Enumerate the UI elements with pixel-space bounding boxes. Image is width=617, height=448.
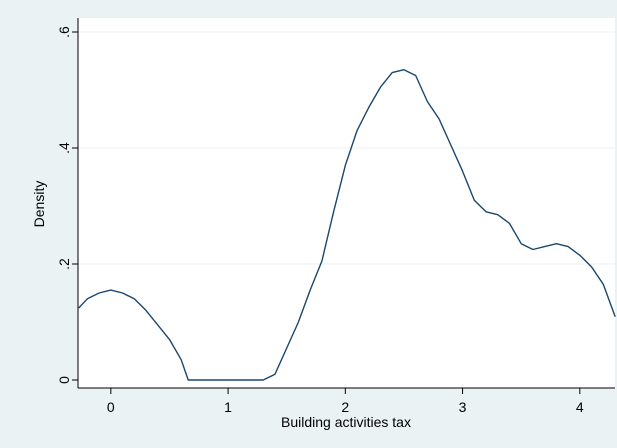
x-tick-label: 0 [107, 399, 115, 415]
y-tick-label: .2 [56, 258, 72, 270]
y-axis-title: Density [31, 181, 47, 228]
x-axis-title: Building activities tax [281, 414, 411, 430]
y-tick-label: .6 [56, 26, 72, 38]
grid-lines [78, 31, 615, 265]
x-tick-label: 3 [459, 399, 467, 415]
x-tick-label: 1 [224, 399, 232, 415]
series-layer [78, 69, 616, 381]
y-tick-label: 0 [56, 376, 72, 384]
y-axis-ticks: 0 .2 .4 .6 [56, 26, 78, 384]
x-axis-ticks: 0 1 2 3 4 [107, 388, 584, 415]
plot-area [78, 18, 615, 388]
density-line [78, 69, 616, 381]
y-tick-label: .4 [56, 142, 72, 154]
x-tick-label: 4 [576, 399, 584, 415]
x-tick-label: 2 [341, 399, 349, 415]
